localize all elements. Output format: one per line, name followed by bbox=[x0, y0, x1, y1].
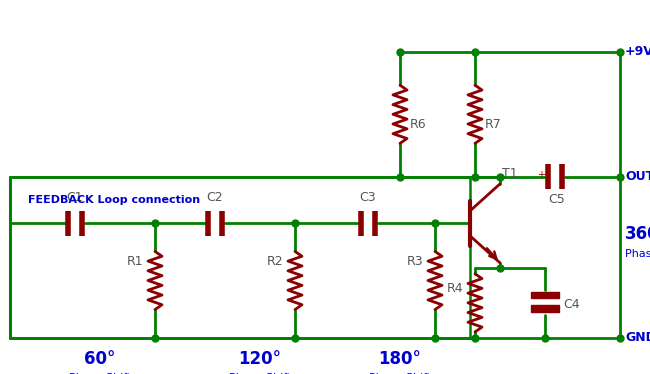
Text: C1: C1 bbox=[67, 190, 83, 203]
Text: R7: R7 bbox=[485, 118, 502, 131]
Bar bbox=[531, 306, 559, 312]
Text: R3: R3 bbox=[407, 255, 423, 268]
Text: 60°: 60° bbox=[84, 350, 116, 368]
Text: 360°: 360° bbox=[625, 225, 650, 243]
Text: C5: C5 bbox=[549, 193, 566, 206]
Text: Phase Shift: Phase Shift bbox=[229, 373, 291, 374]
Bar bbox=[10, 177, 470, 338]
Text: GND: GND bbox=[625, 331, 650, 344]
Text: OUT: OUT bbox=[625, 170, 650, 183]
Text: Phase Shift: Phase Shift bbox=[69, 373, 131, 374]
Text: FEEDBACK Loop connection: FEEDBACK Loop connection bbox=[28, 195, 200, 205]
Text: +: + bbox=[537, 170, 545, 180]
Text: Phase Shift: Phase Shift bbox=[625, 249, 650, 258]
Text: Phase Shift: Phase Shift bbox=[369, 373, 431, 374]
Text: C2: C2 bbox=[207, 190, 224, 203]
Text: +9V: +9V bbox=[625, 46, 650, 58]
Text: R4: R4 bbox=[447, 282, 463, 295]
Text: 180°: 180° bbox=[378, 350, 421, 368]
Text: C4: C4 bbox=[563, 298, 580, 311]
Text: C3: C3 bbox=[359, 190, 376, 203]
Text: R2: R2 bbox=[266, 255, 283, 268]
Text: R1: R1 bbox=[127, 255, 143, 268]
Text: 120°: 120° bbox=[239, 350, 281, 368]
Text: R6: R6 bbox=[410, 118, 426, 131]
Text: T1: T1 bbox=[502, 166, 517, 180]
Bar bbox=[531, 292, 559, 298]
